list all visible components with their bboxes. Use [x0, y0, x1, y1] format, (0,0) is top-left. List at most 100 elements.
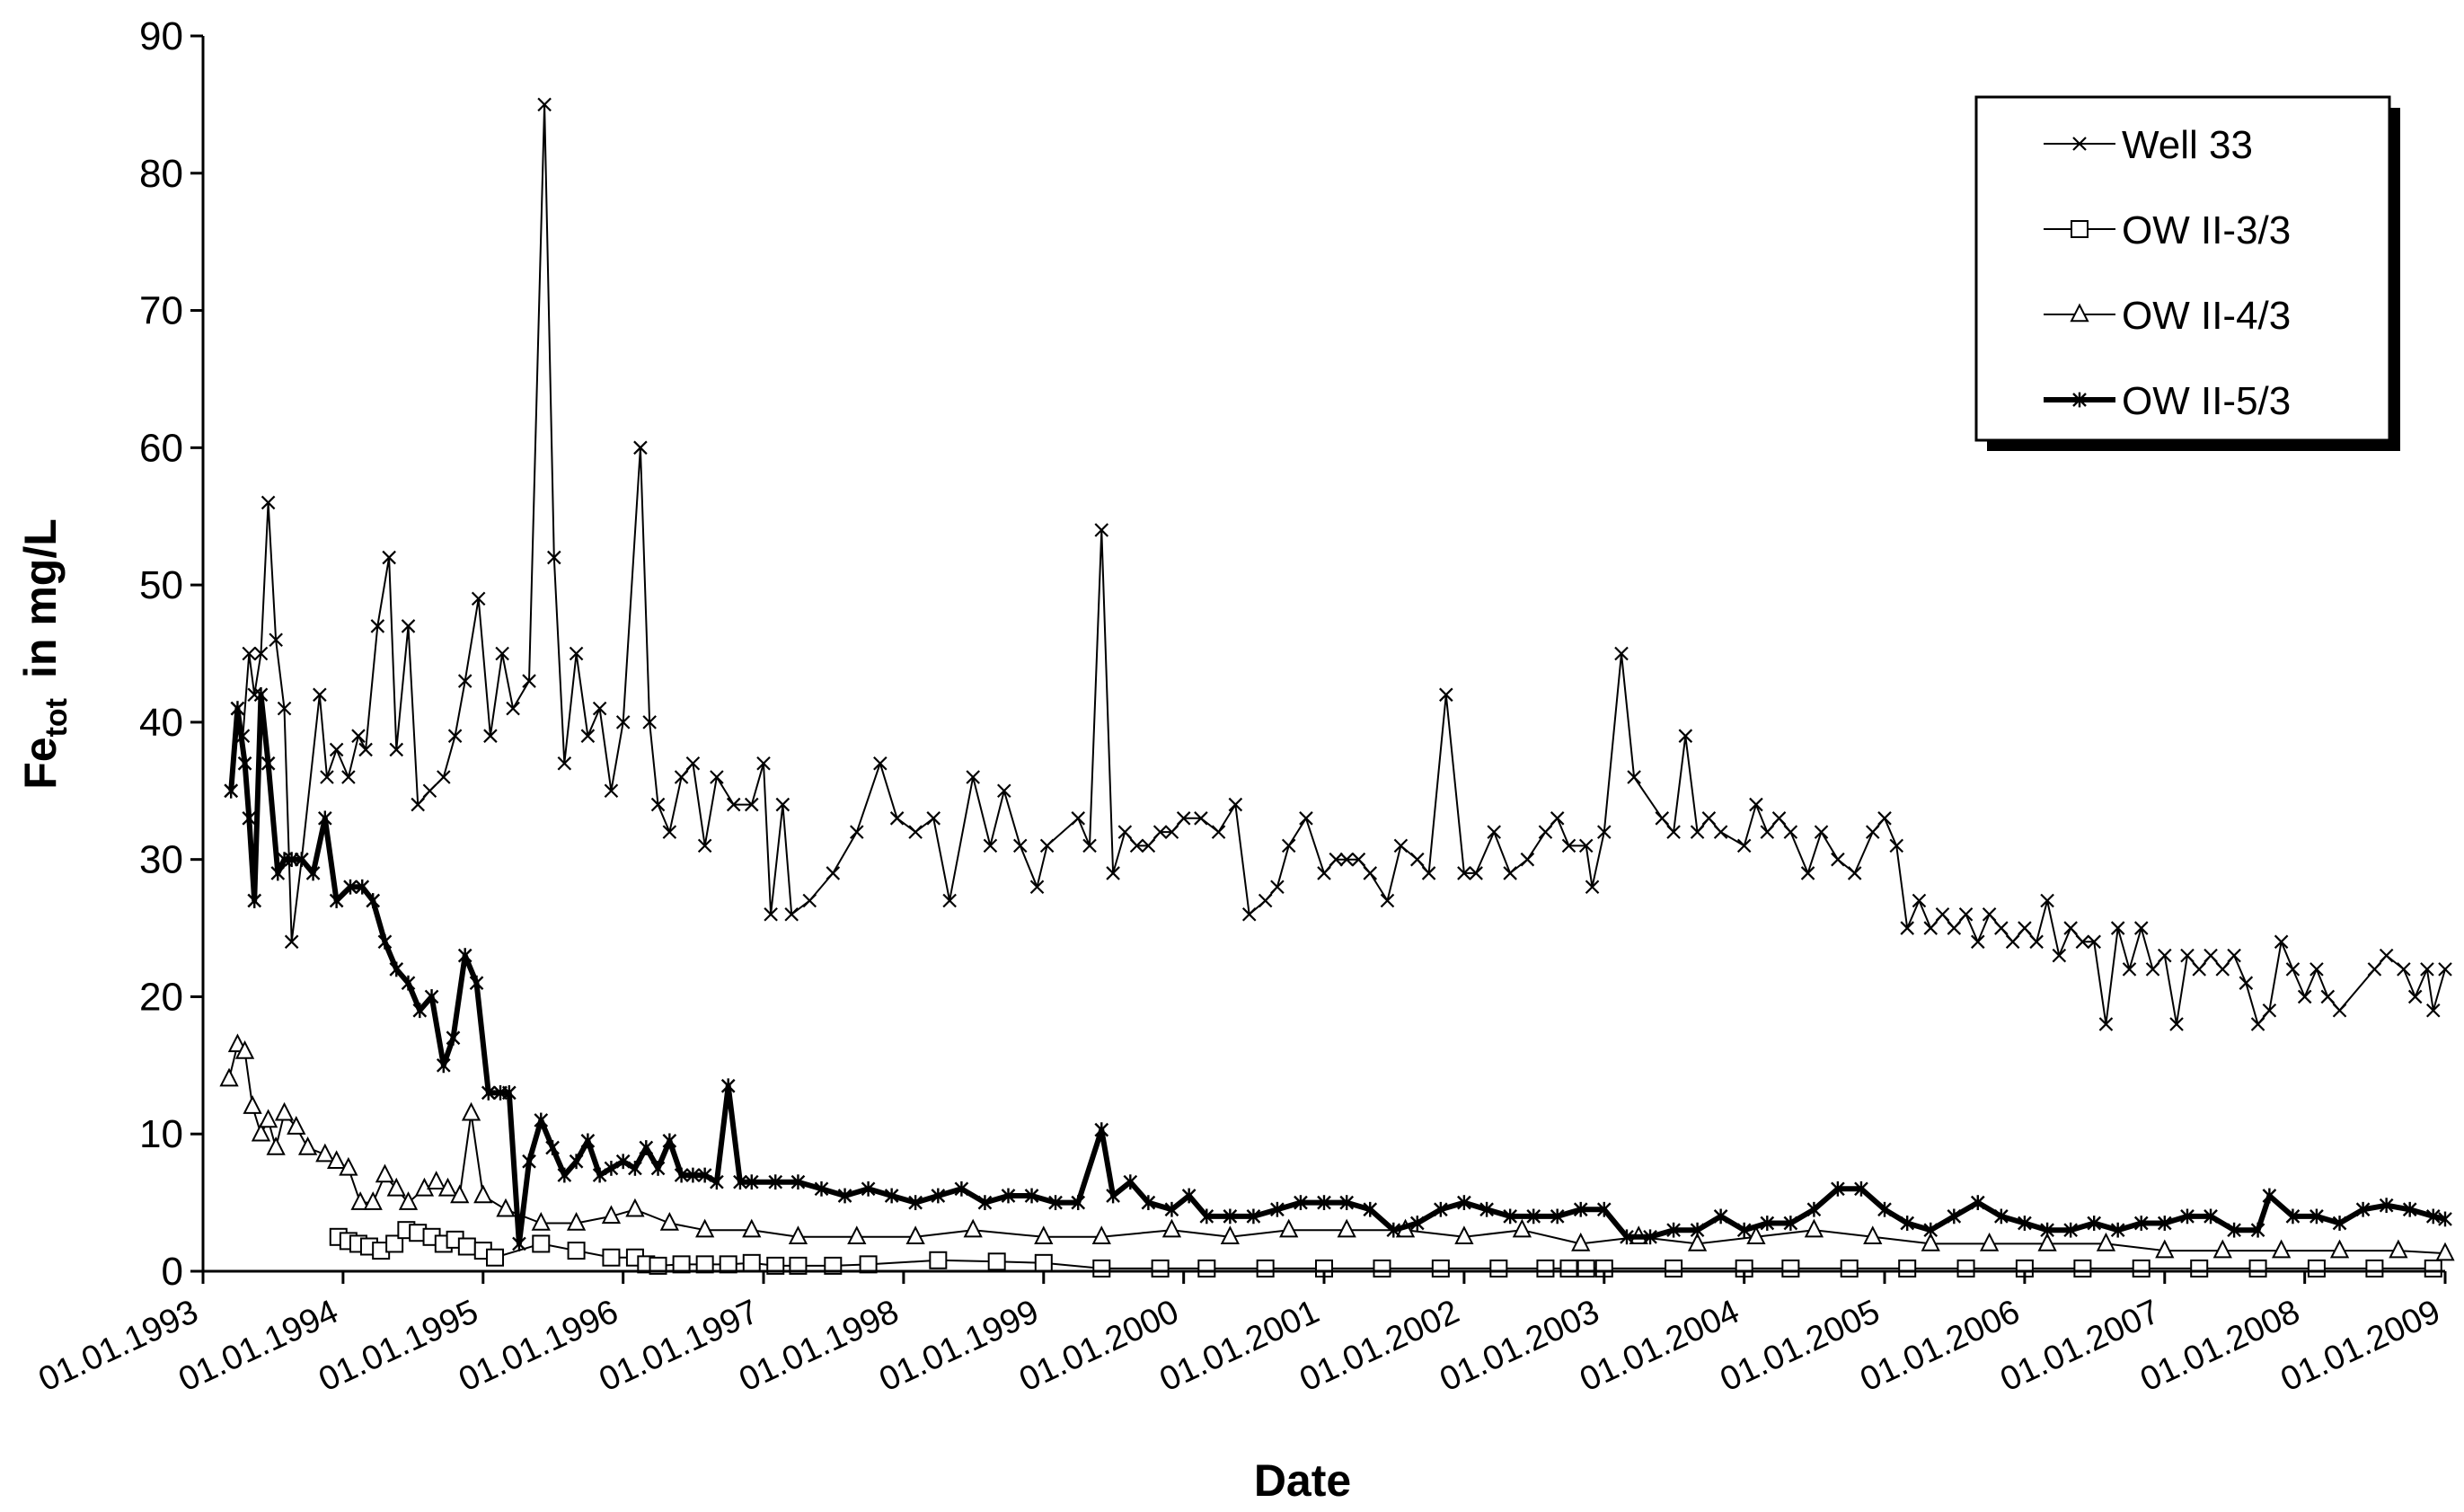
- data-point-x: [873, 756, 888, 771]
- legend-items: Well 33 OW II-3/3 OW II-4/3 OW II-5/3: [2044, 123, 2291, 423]
- data-point-star: [2203, 1208, 2218, 1225]
- data-point-star: [317, 810, 332, 827]
- data-point-stroke: [926, 811, 941, 826]
- data-point-triangle: [243, 1095, 262, 1114]
- data-point-star: [1141, 1195, 1156, 1211]
- data-point-star: [481, 1084, 496, 1101]
- data-point-triangle: [274, 1101, 295, 1121]
- data-point-stroke: [1666, 825, 1681, 839]
- data-point-x: [2274, 934, 2289, 950]
- data-point-x: [1339, 852, 1354, 867]
- data-point-triangle: [742, 1218, 762, 1238]
- data-point-x: [253, 646, 269, 661]
- data-point-x: [2227, 948, 2241, 963]
- data-point-stroke: [2250, 1017, 2265, 1031]
- data-point-x: [1393, 838, 1409, 853]
- data-point-star: [343, 879, 358, 895]
- data-point-stroke: [775, 797, 790, 812]
- data-point-stroke: [1029, 880, 1045, 895]
- data-point-stroke: [1783, 825, 1798, 839]
- data-point-star: [580, 1133, 596, 1149]
- data-point-stroke: [1585, 880, 1600, 895]
- data-point-x: [389, 742, 404, 757]
- data-point-x: [1281, 838, 1296, 853]
- data-point-x: [1258, 893, 1273, 908]
- data-point-x: [2145, 962, 2160, 977]
- data-point-square: [1956, 1259, 1975, 1278]
- data-point-stroke: [537, 97, 552, 112]
- y-axis-label: Fetot in mg/L: [15, 518, 74, 790]
- data-point-star: [424, 989, 439, 1004]
- data-point-star: [1094, 1122, 1109, 1138]
- data-point-x: [1713, 825, 1728, 839]
- data-point-triangle: [695, 1218, 715, 1238]
- data-point-stroke: [1971, 934, 1985, 950]
- data-point-stroke: [437, 770, 451, 784]
- data-point-stroke: [471, 591, 486, 606]
- data-point-stroke: [1317, 866, 1331, 880]
- data-point-star: [861, 1180, 876, 1197]
- data-point-star: [1713, 1208, 1728, 1225]
- data-point-x: [2133, 921, 2149, 935]
- data-point-stroke: [710, 770, 724, 784]
- data-point-star: [457, 948, 472, 964]
- data-point-x: [261, 495, 276, 510]
- data-point-stroke: [1877, 811, 1892, 826]
- data-point-star: [1199, 1208, 1214, 1225]
- data-point-star: [1854, 1180, 1868, 1197]
- data-point-triangle: [2155, 1239, 2175, 1259]
- data-point-triangle: [473, 1184, 493, 1204]
- legend-label: OW II-5/3: [2122, 379, 2291, 423]
- data-point-stroke: [1923, 921, 1939, 935]
- data-point-stroke: [850, 825, 864, 839]
- data-point-x: [277, 701, 292, 716]
- data-point-stroke: [2309, 962, 2324, 977]
- data-point-triangle: [788, 1225, 808, 1245]
- data-point-star: [355, 879, 370, 895]
- data-point-star: [1900, 1216, 1915, 1231]
- data-point-stroke: [1520, 852, 1535, 867]
- data-point-x: [889, 811, 905, 826]
- data-point-square: [987, 1252, 1006, 1271]
- data-point-x: [1164, 825, 1179, 839]
- data-point-star: [2063, 1222, 2078, 1238]
- data-point-star: [2110, 1222, 2125, 1238]
- data-point-x: [1865, 825, 1880, 839]
- data-point-square: [1197, 1259, 1216, 1278]
- data-point-square: [2073, 1259, 2092, 1278]
- data-point-x: [826, 866, 841, 880]
- y-tick-label: 0: [162, 1250, 183, 1294]
- data-point-x: [1503, 866, 1517, 880]
- data-point-triangle: [339, 1156, 358, 1176]
- data-point-x: [604, 783, 619, 799]
- data-point-square: [532, 1234, 551, 1253]
- data-point-stroke: [942, 893, 957, 908]
- data-point-stroke: [826, 866, 841, 880]
- data-point-star: [615, 1154, 631, 1170]
- data-point-stroke: [2133, 921, 2149, 935]
- data-point-star: [446, 1030, 461, 1046]
- data-point-star: [1573, 1201, 1588, 1217]
- data-point-star: [230, 701, 245, 717]
- data-point-x: [662, 825, 677, 839]
- data-point-stroke: [1457, 866, 1471, 880]
- data-point-x: [2250, 1017, 2265, 1031]
- data-point-stroke: [1749, 797, 1763, 812]
- data-point-stroke: [1241, 906, 1257, 922]
- data-point-x: [437, 770, 451, 784]
- data-point-stroke: [2203, 948, 2218, 963]
- data-point-triangle: [1161, 1218, 1182, 1238]
- data-point-star: [1736, 1222, 1752, 1238]
- data-point-square: [742, 1253, 761, 1272]
- data-point-stroke: [483, 729, 498, 743]
- data-point-triangle: [1279, 1218, 1299, 1238]
- data-point-star: [1923, 1222, 1939, 1238]
- data-point-x: [2425, 1003, 2441, 1018]
- data-point-triangle: [625, 1198, 645, 1217]
- data-point-stroke: [2297, 989, 2312, 1004]
- data-point-stroke: [604, 783, 619, 799]
- data-point-x: [2005, 934, 2020, 950]
- data-point-x: [522, 674, 536, 688]
- y-tick-label: 90: [139, 14, 183, 58]
- data-point-star: [2087, 1216, 2102, 1231]
